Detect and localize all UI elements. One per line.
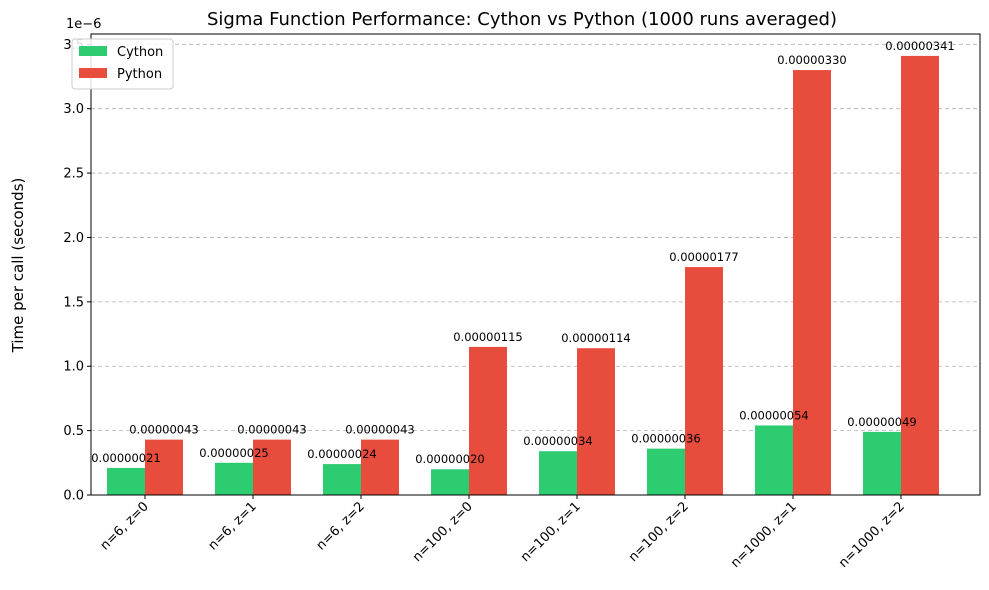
bar-cython — [431, 469, 469, 495]
y-tick-label: 1.0 — [63, 360, 84, 375]
bar-value-label: 0.00000043 — [129, 423, 199, 437]
bar-cython — [539, 451, 577, 495]
bar-cython — [323, 464, 361, 495]
gridlines — [91, 43, 980, 432]
plot-area — [90, 33, 981, 496]
bar-python — [361, 439, 399, 495]
y-tick-label: 0.5 — [63, 424, 84, 439]
y-tick-label: 3.0 — [63, 102, 84, 117]
bar-cython — [215, 462, 253, 495]
y-axis-ticks: 0.00.51.01.52.02.53.03.5 — [63, 38, 91, 504]
bar-value-label: 0.00000020 — [415, 452, 485, 466]
x-tick-label: n=100, z=0 — [410, 499, 476, 565]
x-tick-label: n=100, z=1 — [518, 499, 584, 565]
chart-title: Sigma Function Performance: Cython vs Py… — [207, 9, 837, 30]
bar-cython — [755, 425, 793, 495]
legend-swatch-cython — [79, 46, 107, 56]
y-axis-label: Time per call (seconds) — [9, 178, 27, 354]
x-axis-ticks: n=6, z=0 n=6, z=1 n=6, z=2 n=100, z=0 n=100,… — [98, 495, 908, 571]
bar-python — [577, 348, 615, 495]
legend-swatch-python — [79, 68, 107, 78]
bar-value-label: 0.00000043 — [345, 423, 415, 437]
x-tick-label: n=1000, z=2 — [836, 499, 908, 571]
bar-python — [253, 439, 291, 495]
x-tick-label: n=6, z=1 — [206, 499, 260, 553]
bar-value-label: 0.00000177 — [669, 250, 739, 264]
bars — [107, 55, 939, 496]
bar-value-label: 0.00000114 — [561, 331, 631, 345]
legend-label-cython: Cython — [117, 45, 163, 60]
bar-labels: 0.000000210.000000430.000000250.00000043… — [91, 39, 955, 466]
bar-python — [145, 439, 183, 495]
legend-label-python: Python — [117, 67, 162, 82]
legend: Cython Python — [71, 38, 174, 90]
x-tick-label: n=6, z=2 — [314, 499, 368, 553]
x-tick-label: n=100, z=2 — [626, 499, 692, 565]
bar-value-label: 0.00000049 — [847, 415, 917, 429]
bar-value-label: 0.00000021 — [91, 451, 161, 465]
bar-python — [469, 346, 507, 495]
bar-value-label: 0.00000036 — [631, 432, 701, 446]
y-tick-label: 1.5 — [63, 295, 84, 310]
x-tick-label: n=6, z=0 — [98, 499, 152, 553]
bar-value-label: 0.00000115 — [453, 330, 523, 344]
y-tick-label: 2.5 — [63, 167, 84, 182]
bar-cython — [863, 431, 901, 495]
y-tick-label: 0.0 — [63, 489, 84, 504]
bar-value-label: 0.00000054 — [739, 408, 809, 422]
x-tick-label: n=1000, z=1 — [728, 499, 800, 571]
bar-python — [685, 267, 723, 495]
bar-value-label: 0.00000043 — [237, 423, 307, 437]
bar-value-label: 0.00000025 — [199, 446, 269, 460]
bar-value-label: 0.00000034 — [523, 434, 593, 448]
bar-value-label: 0.00000024 — [307, 447, 377, 461]
bar-python — [901, 55, 939, 496]
bar-python — [793, 70, 831, 496]
y-axis-offset-label: 1e−6 — [66, 17, 101, 32]
y-tick-label: 2.0 — [63, 231, 84, 246]
bar-value-label: 0.00000341 — [885, 39, 955, 53]
bar-value-label: 0.00000330 — [777, 53, 847, 67]
bar-cython — [647, 448, 685, 495]
bar-cython — [107, 467, 145, 495]
